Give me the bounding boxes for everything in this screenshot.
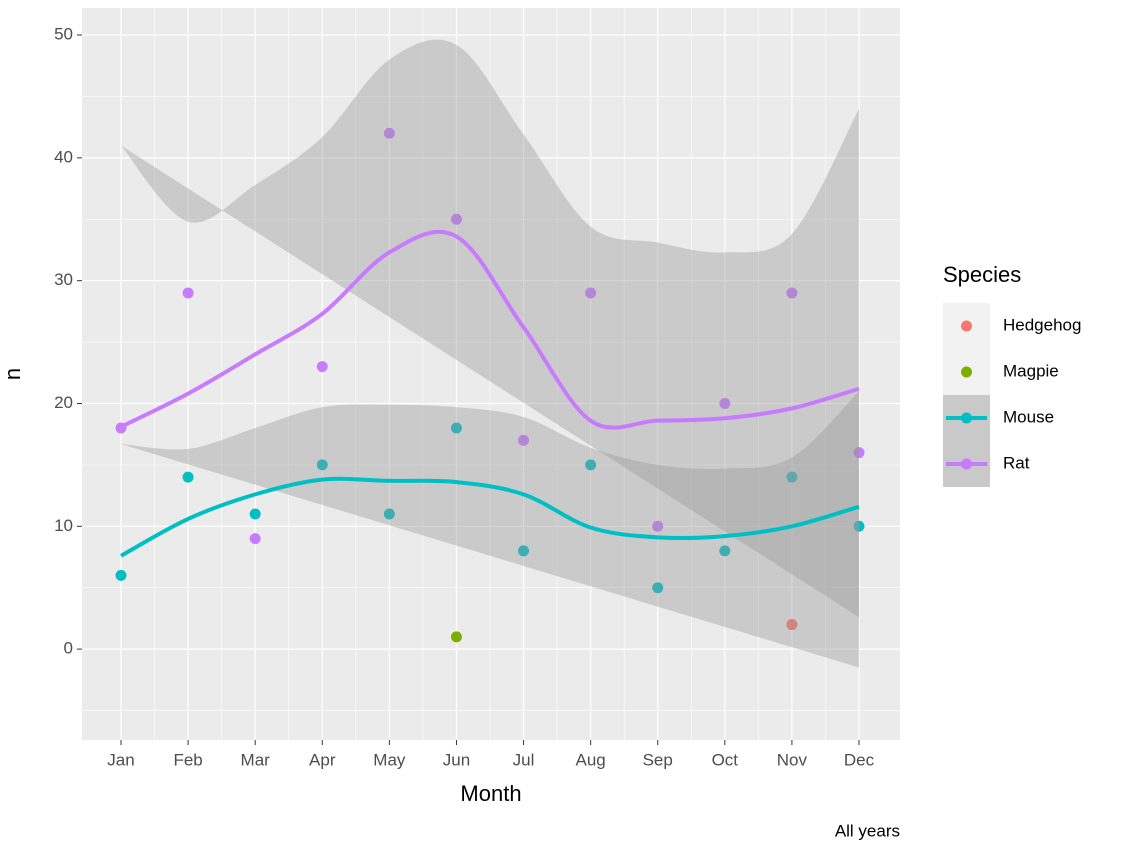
smooth-line [120,229,860,430]
x-tick-label: Jul [513,750,535,769]
point [585,287,597,299]
confidence-band [121,39,859,618]
confidence-band [121,391,859,668]
point [450,422,462,434]
legend-point [961,366,972,378]
x-tick-label: Apr [309,750,336,769]
y-tick-label: 10 [54,516,73,535]
point [786,287,798,299]
y-tick-label: 20 [54,393,73,412]
x-axis-title: Month [460,781,521,806]
point [585,459,597,471]
point [182,471,194,483]
caption: All years [835,821,900,840]
smooth-line [120,476,860,558]
y-axis-title: n [0,368,25,380]
point [383,127,395,139]
x-tick-label: May [373,750,406,769]
point [383,508,395,520]
point [518,434,530,446]
legend-label: Magpie [1003,361,1059,380]
x-tick-label: Aug [576,750,606,769]
point [450,213,462,225]
y-tick-label: 40 [54,147,73,166]
legend-point [961,458,972,470]
point [450,631,462,643]
point [719,545,731,557]
y-tick-label: 0 [64,639,73,658]
y-tick-label: 30 [54,270,73,289]
point [316,459,328,471]
panel [82,8,900,740]
point [719,397,731,409]
x-tick-label: Nov [777,750,808,769]
x-tick-label: Mar [241,750,271,769]
legend-point [961,320,972,332]
point [316,361,328,373]
point [249,508,261,520]
x-tick-label: Oct [712,750,739,769]
legend-title: Species [943,262,1021,287]
point [786,619,798,631]
x-tick-label: Dec [844,750,875,769]
y-tick-label: 50 [54,25,73,44]
x-tick-label: Sep [643,750,673,769]
legend-label: Rat [1003,453,1030,472]
point [652,582,664,594]
x-tick-label: Jun [443,750,470,769]
point [786,471,798,483]
x-tick-label: Feb [173,750,202,769]
legend-point [961,412,972,424]
point [518,545,530,557]
legend-label: Hedgehog [1003,315,1081,334]
x-tick-label: Jan [107,750,134,769]
point [853,520,865,532]
legend-label: Mouse [1003,407,1054,426]
point [853,447,865,459]
point [652,520,664,532]
point [182,287,194,299]
point [115,569,127,581]
point [249,533,261,545]
